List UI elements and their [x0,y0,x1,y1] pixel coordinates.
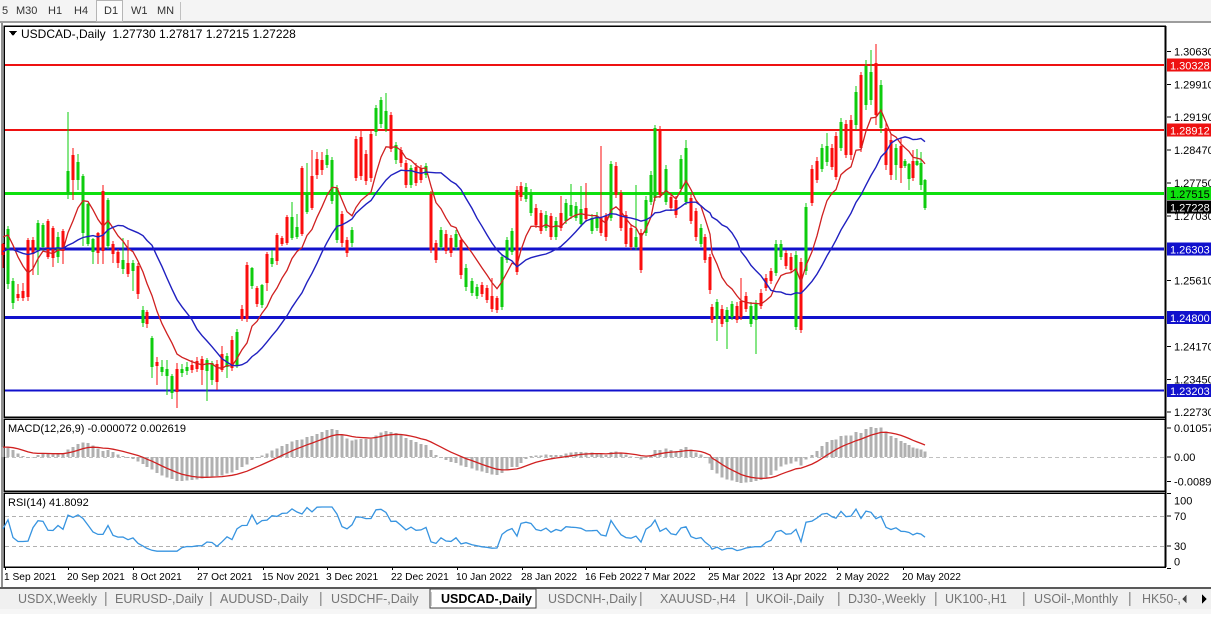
svg-text:22 Dec 2021: 22 Dec 2021 [391,572,449,583]
svg-text:0: 0 [1174,557,1180,569]
svg-text:-0.00896: -0.00896 [1174,477,1211,489]
svg-text:USDCHF-,Daily: USDCHF-,Daily [331,592,419,606]
svg-text:1 Sep 2021: 1 Sep 2021 [4,572,56,583]
svg-text:5: 5 [2,5,8,17]
svg-text:3 Dec 2021: 3 Dec 2021 [326,572,378,583]
svg-text:25 Mar 2022: 25 Mar 2022 [708,572,766,583]
svg-text:7 Mar 2022: 7 Mar 2022 [644,572,696,583]
svg-text:2 May 2022: 2 May 2022 [836,572,890,583]
svg-text:1.27750: 1.27750 [1174,178,1211,190]
svg-text:HK50-,: HK50-, [1142,592,1181,606]
svg-text:USDX,Weekly: USDX,Weekly [18,592,98,606]
svg-text:UK100-,H1: UK100-,H1 [945,592,1007,606]
svg-text:EURUSD-,Daily: EURUSD-,Daily [115,592,204,606]
svg-text:1.23450: 1.23450 [1174,374,1211,386]
svg-text:1.23203: 1.23203 [1170,386,1210,398]
svg-text:UKOil-,Daily: UKOil-,Daily [756,592,825,606]
svg-text:20 Sep 2021: 20 Sep 2021 [67,572,125,583]
svg-text:1.30630: 1.30630 [1174,46,1211,58]
svg-text:1.27228: 1.27228 [1170,202,1210,214]
svg-text:1.29190: 1.29190 [1174,112,1211,124]
svg-text:30: 30 [1174,541,1186,553]
svg-text:USDCAD-,Daily 1.27730 1.27817: USDCAD-,Daily 1.27730 1.27817 1.27215 1.… [21,27,296,41]
svg-text:1.30328: 1.30328 [1170,61,1210,73]
svg-text:100: 100 [1174,496,1192,508]
svg-text:0.010578: 0.010578 [1174,423,1211,435]
svg-text:1.27515: 1.27515 [1170,189,1210,201]
svg-text:MN: MN [157,5,174,17]
svg-text:13 Apr 2022: 13 Apr 2022 [772,572,827,583]
svg-text:XAUUSD-,H4: XAUUSD-,H4 [660,592,736,606]
svg-text:H4: H4 [74,5,88,17]
svg-text:1.27030: 1.27030 [1174,211,1211,223]
svg-text:MACD(12,26,9) -0.000072 0.0026: MACD(12,26,9) -0.000072 0.002619 [8,423,186,435]
svg-text:USOil-,Monthly: USOil-,Monthly [1034,592,1119,606]
svg-text:10 Jan 2022: 10 Jan 2022 [456,572,512,583]
svg-text:8 Oct 2021: 8 Oct 2021 [132,572,182,583]
svg-text:H1: H1 [48,5,62,17]
svg-text:15 Nov 2021: 15 Nov 2021 [262,572,320,583]
svg-text:D1: D1 [104,5,118,17]
svg-text:0.00: 0.00 [1174,452,1195,464]
svg-text:USDCNH-,Daily: USDCNH-,Daily [548,592,638,606]
svg-text:AUDUSD-,Daily: AUDUSD-,Daily [220,592,309,606]
svg-text:70: 70 [1174,511,1186,523]
svg-text:1.28470: 1.28470 [1174,145,1211,157]
svg-text:1.22730: 1.22730 [1174,407,1211,419]
svg-text:28 Jan 2022: 28 Jan 2022 [521,572,577,583]
svg-text:USDCAD-,Daily: USDCAD-,Daily [441,592,532,606]
svg-text:M30: M30 [16,5,37,17]
svg-text:27 Oct 2021: 27 Oct 2021 [197,572,253,583]
svg-text:20 May 2022: 20 May 2022 [902,572,961,583]
svg-text:1.28912: 1.28912 [1170,125,1210,137]
svg-text:16 Feb 2022: 16 Feb 2022 [585,572,643,583]
svg-text:1.25610: 1.25610 [1174,276,1211,288]
svg-text:DJ30-,Weekly: DJ30-,Weekly [848,592,926,606]
svg-text:1.29910: 1.29910 [1174,79,1211,91]
svg-text:RSI(14) 41.8092: RSI(14) 41.8092 [8,497,89,509]
svg-text:1.26303: 1.26303 [1170,245,1210,257]
svg-text:1.24800: 1.24800 [1170,313,1210,325]
svg-text:1.24170: 1.24170 [1174,341,1211,353]
svg-text:W1: W1 [131,5,148,17]
